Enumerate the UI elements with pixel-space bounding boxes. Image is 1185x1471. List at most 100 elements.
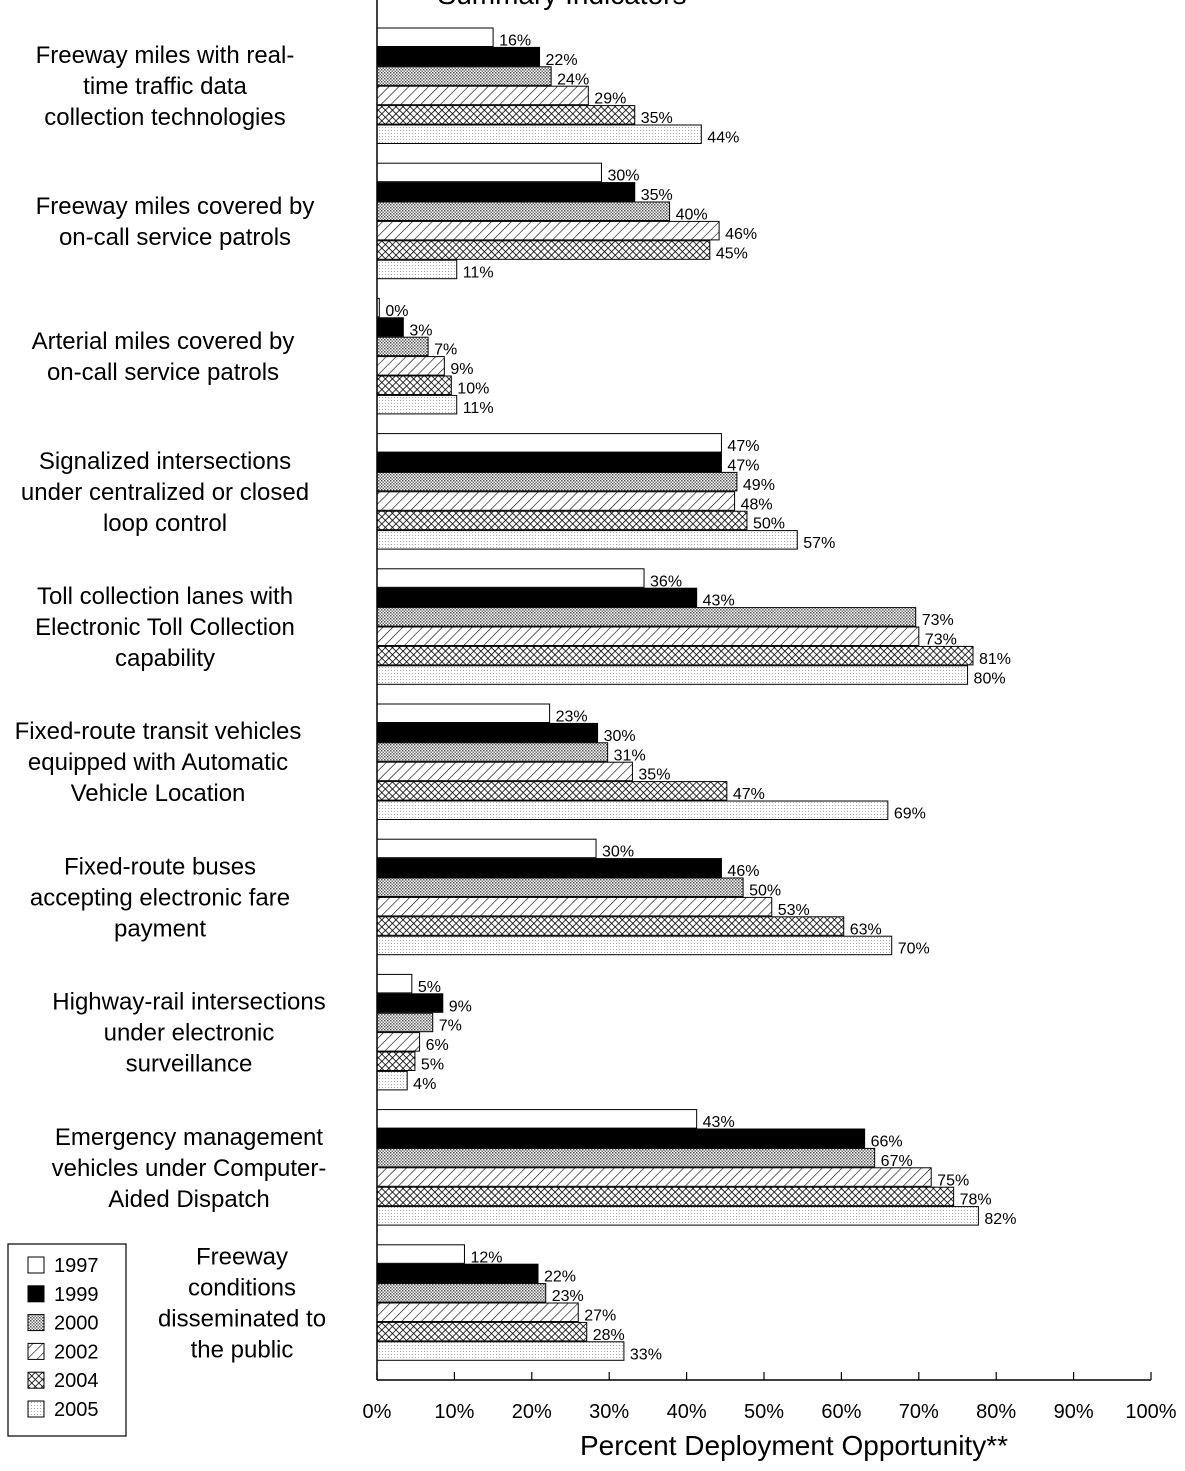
data-label: 81%	[979, 651, 1011, 668]
data-label: 29%	[594, 91, 626, 108]
bar-2000	[376, 1012, 434, 1033]
bar-1997	[376, 973, 413, 994]
bar-2002	[376, 1032, 421, 1052]
legend-swatch-1999	[27, 1285, 45, 1303]
data-label: 9%	[449, 998, 472, 1015]
bar-1999	[376, 452, 722, 472]
data-label: 46%	[727, 863, 759, 880]
data-label: 40%	[676, 207, 708, 224]
data-label: 53%	[778, 902, 810, 919]
legend-swatch-1997	[27, 1256, 45, 1274]
category-label: payment	[114, 915, 206, 942]
data-label: 9%	[450, 361, 473, 378]
data-label: 82%	[984, 1211, 1016, 1228]
bar-2002	[376, 1167, 932, 1187]
legend-label: 2002	[54, 1341, 99, 1363]
bar-2004	[376, 1186, 955, 1207]
bar-1999	[376, 993, 444, 1013]
category-label: Highway-rail intersections	[52, 989, 325, 1016]
data-label: 4%	[413, 1076, 436, 1093]
bar-2005	[376, 800, 889, 820]
bar-1999	[376, 182, 636, 202]
bar-2000	[376, 66, 552, 86]
data-label: 28%	[593, 1327, 625, 1344]
bar-1999	[376, 722, 599, 743]
bars-layer: 16%22%24%29%35%44%30%35%40%46%45%11%0%3%…	[376, 27, 1016, 1363]
data-label: 78%	[960, 1192, 992, 1209]
bar-2000	[376, 336, 429, 357]
category-label: Fixed-route buses	[64, 853, 256, 880]
data-label: 3%	[409, 322, 432, 339]
bar-2000	[376, 1283, 547, 1303]
category-label: Electronic Toll Collection	[35, 614, 295, 641]
bar-2005	[376, 1341, 625, 1361]
bar-2004	[376, 510, 748, 531]
legend-label: 1999	[54, 1284, 99, 1306]
data-label: 7%	[439, 1018, 462, 1035]
bar-1999	[376, 587, 698, 608]
data-label: 66%	[871, 1134, 903, 1151]
data-label: 30%	[604, 728, 636, 745]
data-label: 63%	[850, 921, 882, 938]
x-axis-title: Percent Deployment Opportunity**	[580, 1430, 1008, 1461]
category-label: under centralized or closed	[21, 479, 309, 506]
data-label: 16%	[499, 33, 531, 50]
bar-2002	[376, 761, 633, 782]
data-label: 43%	[703, 593, 735, 610]
bar-1997	[376, 838, 597, 859]
bar-1997	[376, 703, 551, 723]
x-tick-label: 10%	[434, 1401, 474, 1423]
category-label: Freeway miles covered by	[36, 193, 315, 220]
bar-1997	[376, 433, 722, 453]
data-label: 5%	[418, 979, 441, 996]
data-label: 47%	[727, 458, 759, 475]
bar-1997	[376, 27, 494, 47]
legend-label: 1997	[54, 1255, 99, 1277]
data-label: 10%	[457, 381, 489, 398]
bar-1999	[376, 317, 404, 337]
data-label: 11%	[463, 265, 494, 282]
bar-2005	[376, 1070, 408, 1091]
data-label: 30%	[602, 844, 634, 861]
data-label: 36%	[650, 573, 682, 590]
bar-2002	[376, 220, 720, 241]
data-label: 27%	[584, 1308, 616, 1325]
category-label: Fixed-route transit vehicles	[15, 718, 302, 745]
data-label: 43%	[703, 1114, 735, 1131]
category-label: collection technologies	[44, 104, 286, 131]
data-label: 48%	[741, 496, 773, 513]
data-label: 70%	[898, 941, 930, 958]
data-label: 6%	[426, 1037, 449, 1054]
x-tick-label: 50%	[744, 1401, 784, 1423]
category-label: Emergency management	[55, 1124, 323, 1151]
data-label: 73%	[925, 632, 957, 649]
category-label: loop control	[103, 510, 227, 537]
bar-2004	[376, 781, 728, 801]
data-label: 11%	[463, 400, 494, 417]
legend-label: 2004	[54, 1370, 99, 1392]
legend-label: 2000	[54, 1313, 99, 1335]
legend: 1997 1999 2000 2002 2004 2005	[7, 1243, 127, 1437]
bar-2002	[376, 896, 773, 917]
bar-2000	[376, 877, 744, 897]
data-label: 69%	[894, 806, 926, 823]
category-label: accepting electronic fare	[30, 884, 290, 911]
data-label: 44%	[707, 130, 739, 147]
data-label: 46%	[725, 226, 757, 243]
bar-2002	[376, 356, 445, 376]
x-tick-label: 80%	[976, 1401, 1016, 1423]
category-label: disseminated to	[158, 1306, 326, 1333]
data-label: 24%	[557, 71, 589, 88]
legend-label: 2005	[54, 1399, 99, 1421]
category-label: on-call service patrols	[47, 359, 279, 386]
bar-1997	[376, 1244, 465, 1264]
category-label: Arterial miles covered by	[32, 328, 295, 355]
x-tick-label: 70%	[899, 1401, 939, 1423]
data-label: 45%	[716, 245, 748, 262]
bar-2005	[376, 1206, 979, 1226]
bar-2005	[376, 935, 893, 956]
x-tick-label: 0%	[363, 1401, 392, 1423]
data-label: 31%	[614, 747, 646, 764]
x-tick-label: 100%	[1125, 1401, 1176, 1423]
data-label: 23%	[552, 1288, 584, 1305]
